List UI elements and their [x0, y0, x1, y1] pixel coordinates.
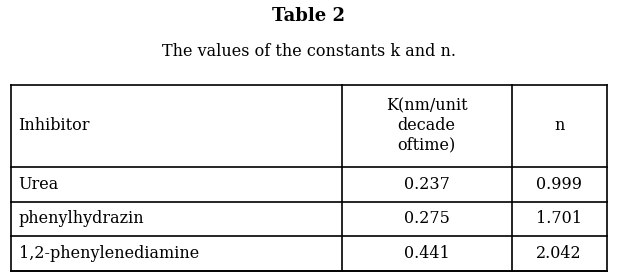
Text: 0.237: 0.237	[404, 176, 450, 193]
Text: K(nm/unit
decade
oftime): K(nm/unit decade oftime)	[386, 98, 467, 154]
Text: 1.701: 1.701	[536, 210, 582, 227]
Text: 0.999: 0.999	[536, 176, 582, 193]
Text: Urea: Urea	[19, 176, 59, 193]
Text: 1,2-phenylenediamine: 1,2-phenylenediamine	[19, 245, 199, 262]
Text: The values of the constants k and n.: The values of the constants k and n.	[162, 43, 456, 60]
Text: 0.441: 0.441	[404, 245, 449, 262]
Text: Inhibitor: Inhibitor	[19, 117, 90, 134]
Text: phenylhydrazin: phenylhydrazin	[19, 210, 144, 227]
Text: 0.275: 0.275	[404, 210, 450, 227]
Text: n: n	[554, 117, 564, 134]
Text: Table 2: Table 2	[273, 7, 345, 25]
Text: 2.042: 2.042	[536, 245, 582, 262]
